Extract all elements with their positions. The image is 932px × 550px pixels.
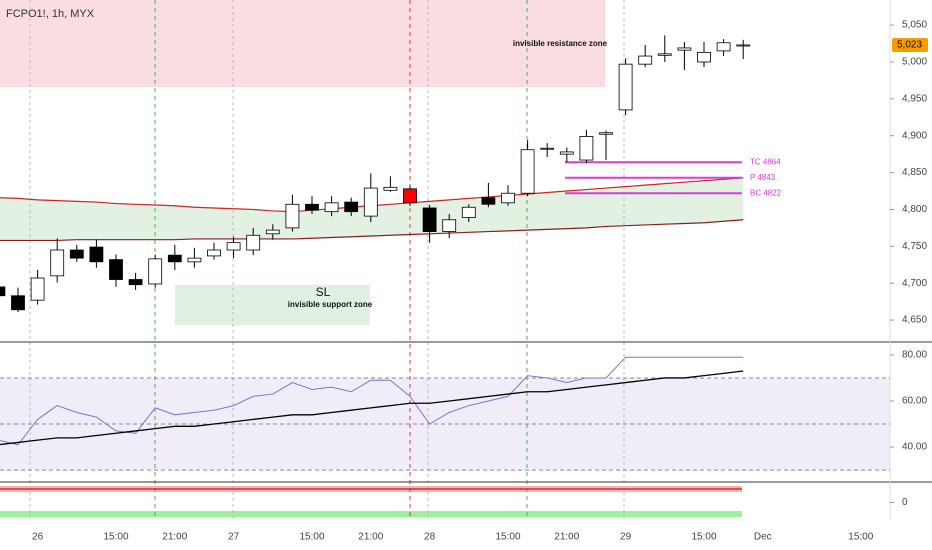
moving-average (0, 219, 744, 242)
candle-body (657, 53, 672, 56)
candle-body (716, 42, 731, 52)
candle-body (481, 197, 496, 205)
zone-label: invisible support zone (288, 300, 373, 309)
x-tick-label: 15:00 (103, 532, 128, 543)
x-tick-label: 21:00 (554, 532, 579, 543)
candle-body (50, 249, 65, 277)
zone-marker: SL (316, 285, 331, 299)
y-tick-label: 4,650 (902, 315, 927, 326)
candle-body (89, 246, 104, 263)
y-tick-label: 4,700 (902, 278, 927, 289)
candle-body (736, 44, 751, 47)
candle-body (69, 249, 84, 259)
x-tick-label: 21:00 (162, 532, 187, 543)
y-tick-label: 4,750 (902, 241, 927, 252)
chart-title: FCPO1!, 1h, MYX (6, 8, 95, 20)
candle-body (403, 188, 417, 204)
x-tick-label: 29 (620, 532, 632, 543)
candle-body (0, 286, 6, 297)
x-tick-label: 28 (424, 532, 436, 543)
y-tick-label: 4,850 (902, 167, 927, 178)
y-tick-label: 5,050 (902, 20, 927, 31)
candle-body (265, 229, 280, 235)
x-tick-label: 15:00 (299, 532, 324, 543)
pivot-label: P 4843 (750, 173, 776, 182)
candle-body (109, 259, 123, 280)
last-price-label: 5,023 (897, 40, 922, 51)
candle-body (599, 132, 613, 135)
pivot-label: BC 4822 (750, 188, 782, 197)
candle-body (324, 202, 339, 213)
candle-body (383, 186, 398, 191)
candle-body (520, 149, 535, 194)
candle-body (128, 279, 143, 286)
candle-body (305, 203, 319, 211)
x-tick-label: 15:00 (495, 532, 520, 543)
candle-body (559, 151, 574, 155)
y-tick-label: 60.00 (902, 396, 927, 407)
candle-body (30, 277, 45, 301)
candle-body (618, 63, 633, 111)
candle-body (442, 219, 457, 232)
candle-body (148, 258, 163, 285)
lower-band (0, 511, 742, 517)
candle-body (207, 249, 221, 257)
candle-body (540, 147, 555, 150)
y-tick-label: 5,000 (902, 57, 927, 68)
candle-body (11, 295, 25, 311)
candle-body (344, 201, 359, 213)
y-tick-label: 4,800 (902, 204, 927, 215)
x-tick-label: 15:00 (691, 532, 716, 543)
last-price-tag (892, 37, 928, 52)
y-tick-label: 4,950 (902, 93, 927, 104)
candle-body (501, 192, 515, 204)
candle-body (187, 257, 202, 263)
y-tick-label: 80.00 (902, 350, 927, 361)
zone-label: invisible resistance zone (513, 39, 608, 48)
y-tick-label: 4,900 (902, 130, 927, 141)
candle-body (677, 47, 692, 51)
rsi-ma-line (0, 370, 744, 446)
rsi-line (0, 356, 744, 446)
background (0, 0, 890, 517)
candle-body (697, 51, 711, 63)
candle-body (422, 207, 437, 232)
x-tick-label: 15:00 (848, 532, 873, 543)
zone (175, 284, 370, 326)
y-tick-label: 0 (902, 497, 908, 508)
x-tick-label: 21:00 (358, 532, 383, 543)
candle-body (226, 242, 241, 251)
x-tick-label: Dec (754, 532, 772, 543)
candle-body (246, 234, 261, 251)
x-tick-label: 26 (32, 532, 44, 543)
candle-body (461, 206, 476, 218)
pivot-label: TC 4864 (750, 157, 781, 166)
x-tick-label: 27 (228, 532, 240, 543)
candle-body (285, 203, 300, 229)
zone (0, 0, 605, 88)
candle-body (363, 187, 378, 217)
y-tick-label: 40.00 (902, 442, 927, 453)
candle-body (638, 55, 653, 65)
candle-body (167, 254, 182, 263)
candle-body (579, 136, 594, 161)
